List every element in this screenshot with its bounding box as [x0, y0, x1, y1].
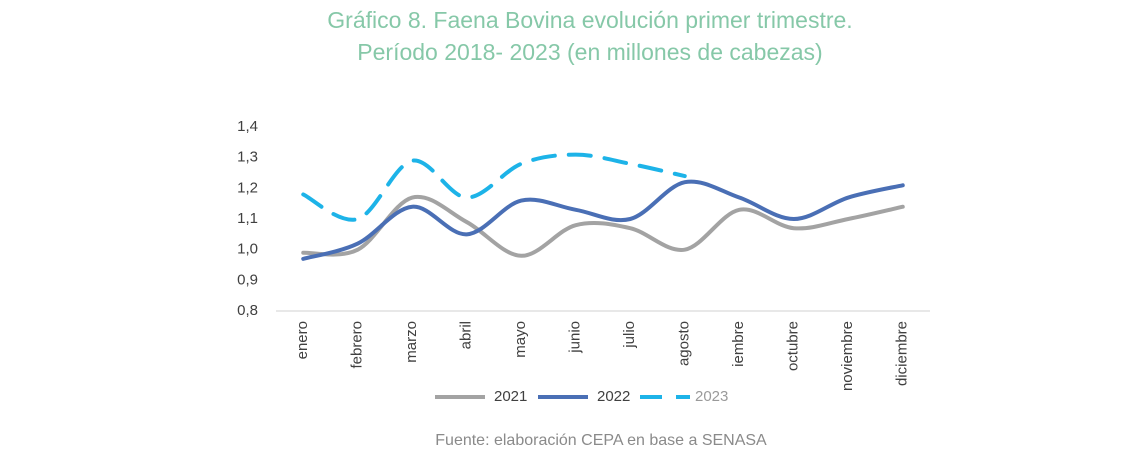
x-tick-label: noviembre [839, 321, 856, 391]
chart-title: Gráfico 8. Faena Bovina evolución primer… [327, 7, 852, 33]
x-tick-label: octubre [785, 321, 802, 371]
x-tick-label: febrero [349, 321, 366, 369]
line-series [301, 152, 687, 222]
line-series [301, 179, 905, 261]
x-tick-label: julio [621, 321, 638, 349]
y-tick-label: 1,0 [237, 241, 258, 258]
x-tick-label: mayo [512, 321, 529, 358]
source: Fuente: elaboración CEPA en base a SENAS… [435, 432, 767, 449]
x-tick-label: agosto [676, 321, 693, 366]
y-tick-label: 0,9 [237, 271, 258, 288]
x-tick-label: enero [294, 321, 311, 359]
y-tick-label: 0,8 [237, 302, 258, 319]
legend-label: 2022 [597, 388, 630, 405]
x-tick-label: diciembre [894, 321, 911, 386]
y-tick-label: 1,3 [237, 149, 258, 166]
y-tick-label: 1,4 [237, 118, 258, 135]
x-tick-label: junio [567, 321, 584, 354]
y-tick-label: 1,1 [237, 210, 258, 227]
x-tick-label: abril [458, 321, 475, 349]
chart-subtitle: Período 2018- 2023 (en millones de cabez… [357, 39, 822, 65]
legend-label: 2021 [494, 388, 527, 405]
x-tick-label: marzo [403, 321, 420, 363]
line-series [301, 194, 905, 258]
y-tick-label: 1,2 [237, 179, 258, 196]
legend-label: 2023 [695, 388, 728, 405]
x-tick-label: iembre [730, 321, 747, 367]
